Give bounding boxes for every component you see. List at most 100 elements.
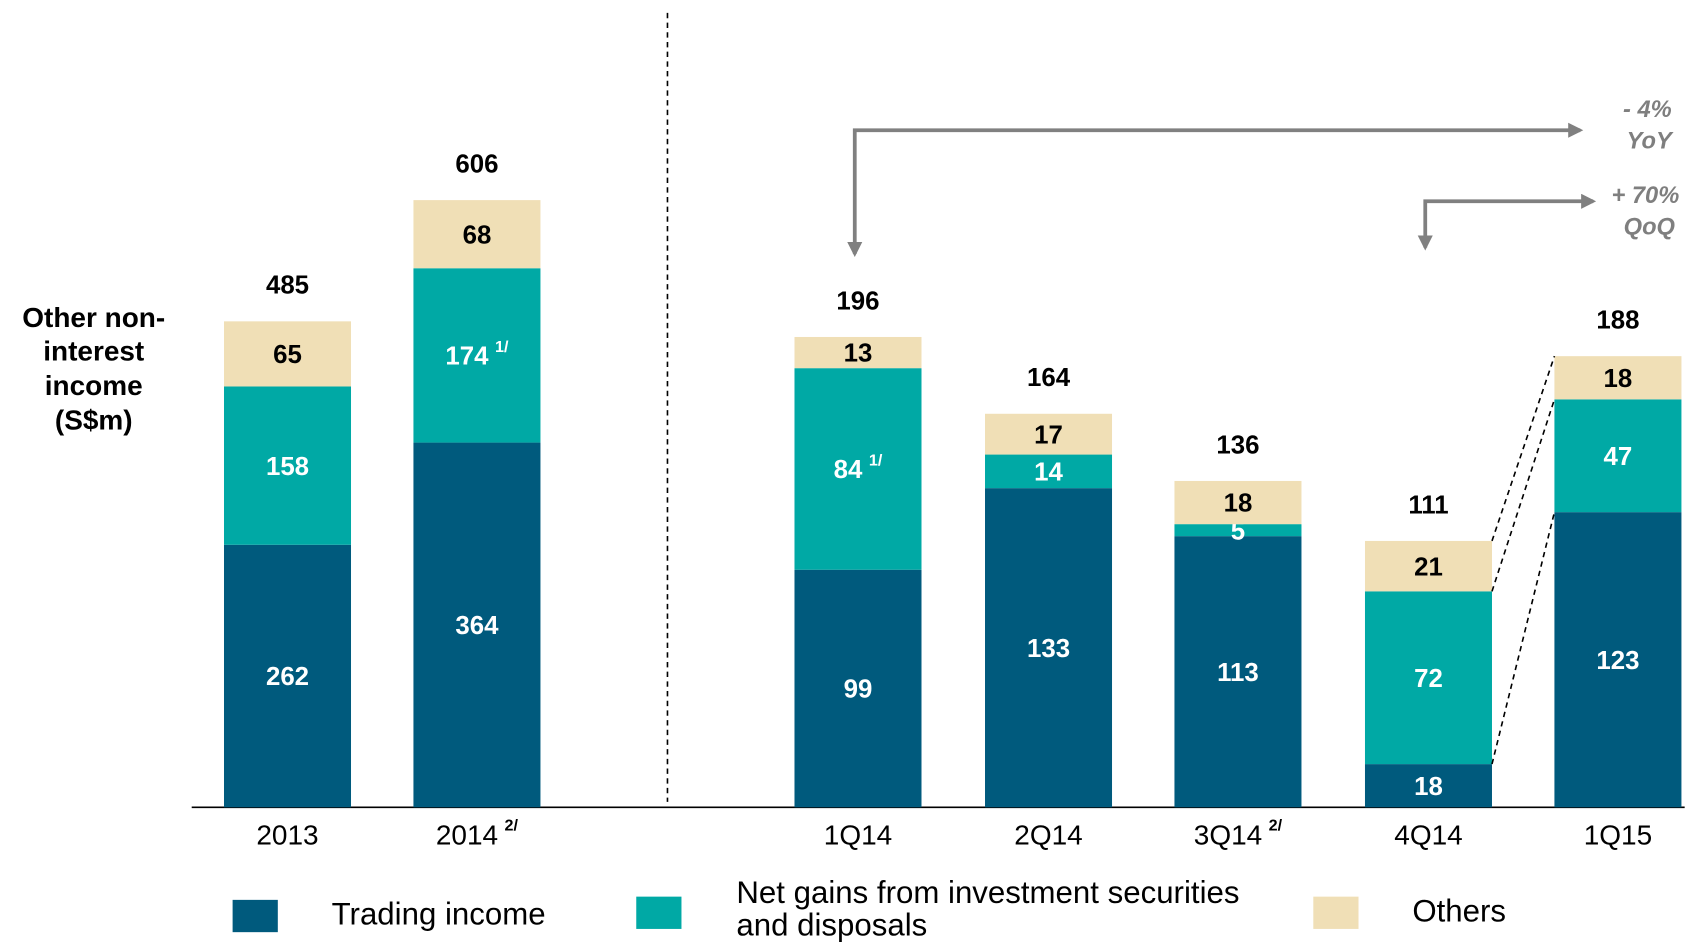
bar-segment xyxy=(1174,536,1302,808)
legend-swatch xyxy=(636,896,682,929)
connector xyxy=(1491,399,1556,592)
value-text: 68 xyxy=(463,221,492,249)
value-text: 158 xyxy=(266,453,309,481)
value-text: 174 xyxy=(445,342,489,370)
legend-text: Net gains from investment securities and… xyxy=(736,877,1240,943)
value-text: 262 xyxy=(266,663,309,691)
value-label: 21 xyxy=(1414,553,1443,581)
value-label: 18 xyxy=(1414,773,1443,801)
total-label: 196 xyxy=(836,287,879,315)
legend-text: Trading income xyxy=(331,898,546,933)
y-label: (S$m) xyxy=(55,404,133,435)
bar-segment xyxy=(985,413,1113,455)
value-label: 68 xyxy=(463,221,492,249)
bar-segment xyxy=(1364,540,1492,592)
value-text: 17 xyxy=(1034,421,1063,449)
bar-segment xyxy=(794,368,922,570)
bar-segment xyxy=(413,268,541,443)
bar-segment xyxy=(413,442,541,808)
value-label: 113 xyxy=(1217,659,1259,687)
y-label: Other non- xyxy=(22,302,165,333)
bar-segment xyxy=(1364,764,1492,808)
bar-segment xyxy=(985,488,1113,808)
category-text: 3Q14 xyxy=(1194,820,1262,851)
value-label: 123 xyxy=(1596,647,1639,675)
value-text: 13 xyxy=(844,340,873,368)
value-label: 65 xyxy=(273,341,302,369)
legend-swatch xyxy=(1313,896,1359,929)
value-label: 13 xyxy=(844,340,873,368)
value-text: 47 xyxy=(1604,443,1633,471)
category-text: 4Q14 xyxy=(1394,820,1462,851)
value-label: 47 xyxy=(1604,443,1633,471)
value-label: 262 xyxy=(266,663,309,691)
annotation: QoQ xyxy=(1624,214,1676,240)
x-tick-label: 1Q15 xyxy=(1584,820,1652,851)
total-label: 164 xyxy=(1027,364,1071,392)
x-tick-label: 3Q14 2/ xyxy=(1194,817,1283,851)
value-text: 99 xyxy=(844,675,873,703)
y-label: interest xyxy=(43,335,144,366)
value-text: 18 xyxy=(1604,365,1633,393)
value-label: 364 xyxy=(455,612,499,640)
value-text: 18 xyxy=(1414,773,1443,801)
footnote: 1/ xyxy=(495,338,509,356)
value-text: 65 xyxy=(273,341,302,369)
value-text: 364 xyxy=(455,612,499,640)
bar-segment xyxy=(223,544,352,808)
bar-segment xyxy=(223,321,352,387)
value-text: 84 xyxy=(834,456,863,484)
bar-segment xyxy=(1364,591,1492,765)
value-text: 72 xyxy=(1414,665,1443,693)
value-label: 17 xyxy=(1034,421,1063,449)
category-text: 2014 xyxy=(436,820,498,851)
total-label: 485 xyxy=(266,272,309,300)
value-label: 14 xyxy=(1034,458,1063,486)
value-text: 14 xyxy=(1034,458,1063,486)
total-label: 136 xyxy=(1216,431,1259,459)
bar-segment xyxy=(1174,480,1302,525)
yoy-arrow xyxy=(847,122,1584,258)
connector xyxy=(1491,511,1556,765)
y-label: income xyxy=(45,370,143,401)
x-tick-label: 2014 2/ xyxy=(436,817,519,851)
footnote: 2/ xyxy=(1269,817,1283,835)
annotation: - 4% xyxy=(1623,97,1672,123)
bar-segment xyxy=(794,336,922,369)
value-text: 21 xyxy=(1414,553,1443,581)
value-label: 174 1/ xyxy=(445,338,509,370)
total-label: 111 xyxy=(1408,491,1448,519)
value-label: 72 xyxy=(1414,665,1443,693)
x-tick-label: 2013 xyxy=(256,820,318,851)
value-label: 84 1/ xyxy=(834,452,883,484)
legend-entry: Net gains from investment securities and… xyxy=(736,877,1240,943)
value-text: 123 xyxy=(1596,647,1639,675)
x-tick-label: 4Q14 xyxy=(1394,820,1462,851)
bar-segment xyxy=(413,200,541,269)
x-tick-label: 2Q14 xyxy=(1014,820,1082,851)
connector xyxy=(1491,355,1556,542)
value-label: 133 xyxy=(1027,635,1070,663)
category-text: 1Q14 xyxy=(824,820,892,851)
value-label: 18 xyxy=(1224,490,1253,518)
value-label: 158 xyxy=(266,453,309,481)
category-text: 2013 xyxy=(256,820,318,851)
bar-segment xyxy=(1554,356,1682,400)
value-label: 99 xyxy=(844,675,873,703)
bar-segment xyxy=(223,386,352,545)
legend-swatch xyxy=(232,899,278,933)
value-text: 18 xyxy=(1224,490,1253,518)
category-text: 2Q14 xyxy=(1014,820,1082,851)
bar-segment xyxy=(1174,524,1302,537)
bar-segment xyxy=(794,569,922,808)
bar-segment xyxy=(1554,512,1682,808)
total-label: 606 xyxy=(455,150,498,178)
footnote: 1/ xyxy=(869,452,883,470)
qoq-arrow xyxy=(1417,193,1597,251)
value-label: 18 xyxy=(1604,365,1633,393)
bar-segment xyxy=(985,454,1113,489)
x-tick-label: 1Q14 xyxy=(824,820,892,851)
legend-entry: Others xyxy=(1412,896,1506,928)
total-label: 188 xyxy=(1596,307,1639,335)
